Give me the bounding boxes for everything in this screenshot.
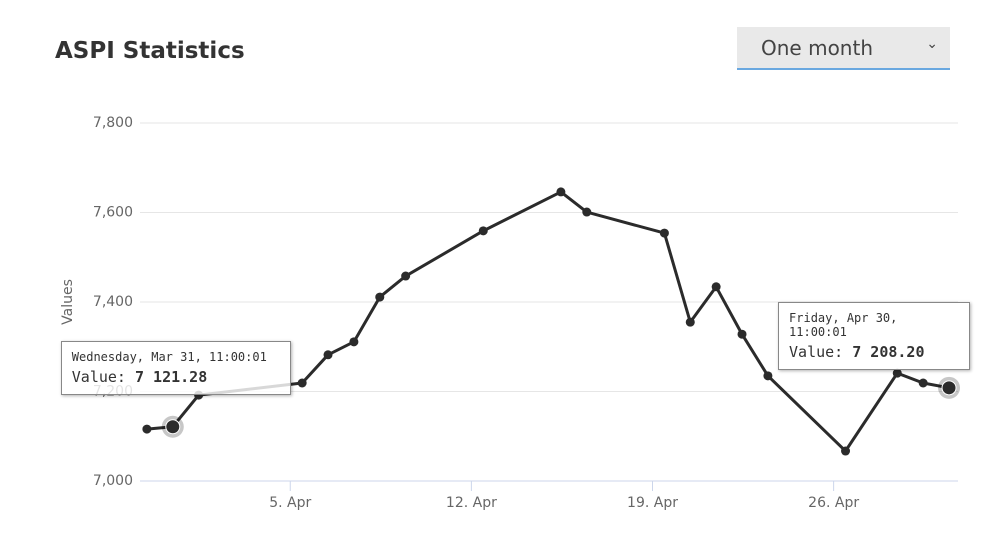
tooltip-value: Value: 7 208.20 — [789, 343, 959, 361]
x-tick-label: 19. Apr — [627, 495, 678, 511]
tooltip-label: Value: — [789, 342, 844, 361]
x-tick-label: 12. Apr — [446, 495, 497, 511]
data-point — [737, 329, 747, 339]
data-point — [297, 378, 307, 388]
data-point — [763, 371, 773, 381]
data-point — [582, 207, 592, 217]
y-tick-label: 7,000 — [93, 473, 133, 489]
period-dropdown[interactable]: One month ⌄ — [737, 27, 950, 70]
y-axis-label: Values — [60, 279, 76, 325]
data-point — [556, 187, 566, 197]
y-tick-label: 7,800 — [93, 115, 133, 131]
tooltip-value: Value: 7 121.28 — [72, 368, 280, 386]
data-point — [142, 424, 152, 434]
data-point — [375, 292, 385, 302]
dropdown-caret[interactable]: ⌄ — [926, 36, 938, 52]
page-title: ASPI Statistics — [55, 38, 245, 64]
data-point — [841, 446, 851, 456]
highlight-point — [941, 380, 957, 396]
data-point — [478, 226, 488, 236]
data-point — [892, 368, 902, 378]
data-line — [146, 190, 950, 453]
tooltip-number: 7 121.28 — [134, 367, 208, 386]
data-point — [685, 317, 695, 327]
tooltip-date: Friday, Apr 30, 11:00:01 — [789, 310, 898, 339]
data-point — [349, 337, 359, 347]
x-tick-label: 5. Apr — [269, 495, 311, 511]
tooltip-label: Value: — [71, 367, 126, 386]
y-tick-label: 7,600 — [93, 205, 133, 221]
data-point — [401, 271, 411, 281]
x-tick-label: 26. Apr — [808, 495, 859, 511]
tooltip: Friday, Apr 30, 11:00:01 Value: 7 208.20 — [778, 301, 971, 370]
tooltip-number: 7 208.20 — [852, 342, 925, 361]
dropdown-value[interactable]: One month — [761, 36, 873, 60]
tooltip: Wednesday, Mar 31, 11:00:01 Value: 7 121.… — [60, 340, 291, 395]
tooltip-date: Wednesday, Mar 31, 11:00:01 — [71, 349, 267, 364]
data-point — [711, 282, 721, 292]
data-point — [323, 350, 333, 360]
highlight-point — [165, 419, 181, 435]
data-point — [918, 378, 928, 388]
y-tick-label: 7,400 — [93, 294, 133, 310]
data-point — [659, 228, 669, 238]
